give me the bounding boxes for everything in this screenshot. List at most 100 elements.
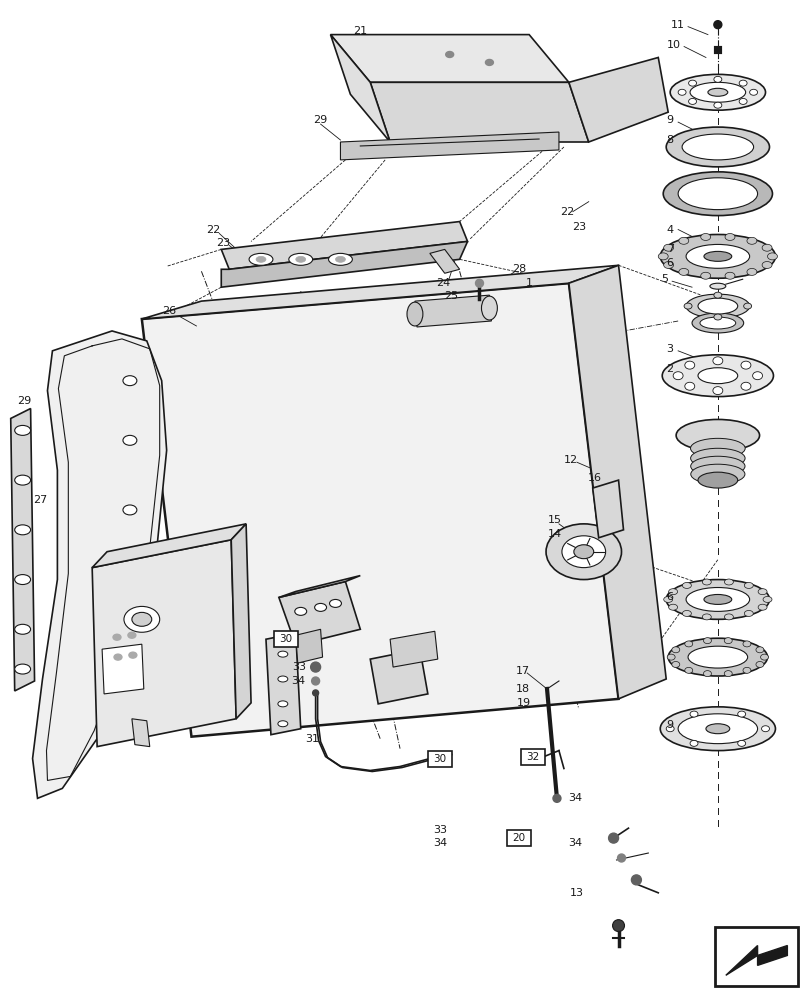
Ellipse shape	[658, 253, 667, 260]
Text: 17: 17	[516, 666, 530, 676]
Ellipse shape	[689, 740, 697, 746]
Text: 16: 16	[587, 473, 601, 483]
Text: 32: 32	[526, 752, 539, 762]
Text: 19: 19	[517, 698, 530, 708]
Polygon shape	[414, 295, 491, 327]
Text: 33: 33	[291, 662, 306, 672]
Text: 22: 22	[559, 207, 573, 217]
Polygon shape	[340, 132, 558, 160]
Ellipse shape	[277, 676, 287, 682]
FancyBboxPatch shape	[521, 749, 544, 765]
Text: 30: 30	[279, 634, 292, 644]
Polygon shape	[11, 409, 35, 691]
Ellipse shape	[700, 272, 710, 279]
Polygon shape	[592, 480, 623, 538]
Ellipse shape	[760, 654, 767, 660]
Text: 29: 29	[18, 396, 32, 406]
Polygon shape	[295, 629, 322, 663]
Ellipse shape	[277, 721, 287, 727]
Ellipse shape	[481, 296, 497, 320]
Ellipse shape	[713, 314, 721, 320]
Polygon shape	[569, 265, 665, 699]
Ellipse shape	[122, 644, 137, 654]
Ellipse shape	[684, 641, 692, 647]
Ellipse shape	[328, 253, 352, 265]
Polygon shape	[278, 576, 360, 597]
Ellipse shape	[691, 313, 743, 333]
Ellipse shape	[723, 614, 732, 620]
Ellipse shape	[687, 646, 747, 668]
Ellipse shape	[689, 82, 744, 102]
Ellipse shape	[672, 372, 682, 380]
Ellipse shape	[688, 80, 696, 86]
Ellipse shape	[663, 596, 672, 602]
Text: 23: 23	[216, 238, 230, 248]
Ellipse shape	[124, 606, 160, 632]
Ellipse shape	[742, 667, 750, 673]
Ellipse shape	[757, 604, 766, 610]
Text: 31: 31	[305, 734, 320, 744]
Ellipse shape	[671, 647, 679, 653]
Polygon shape	[389, 631, 437, 667]
Ellipse shape	[744, 610, 753, 616]
Polygon shape	[142, 283, 618, 737]
Ellipse shape	[761, 726, 769, 732]
Ellipse shape	[277, 701, 287, 707]
Ellipse shape	[707, 88, 727, 96]
Ellipse shape	[685, 294, 749, 318]
Ellipse shape	[738, 80, 746, 86]
Text: 8: 8	[666, 135, 673, 145]
Ellipse shape	[713, 76, 721, 82]
Ellipse shape	[667, 604, 676, 610]
Ellipse shape	[312, 690, 318, 696]
Ellipse shape	[665, 127, 769, 167]
Ellipse shape	[617, 854, 624, 862]
Ellipse shape	[685, 588, 749, 611]
Ellipse shape	[697, 298, 737, 314]
Ellipse shape	[663, 172, 771, 216]
Polygon shape	[569, 57, 667, 142]
Ellipse shape	[757, 589, 766, 595]
Ellipse shape	[712, 357, 722, 365]
Polygon shape	[131, 719, 149, 747]
Ellipse shape	[573, 545, 593, 559]
Ellipse shape	[15, 425, 31, 435]
Ellipse shape	[678, 268, 688, 275]
Ellipse shape	[755, 661, 763, 667]
Ellipse shape	[552, 794, 560, 802]
Ellipse shape	[329, 599, 341, 607]
Ellipse shape	[311, 662, 320, 672]
Polygon shape	[330, 35, 389, 142]
Ellipse shape	[667, 654, 674, 660]
Ellipse shape	[699, 317, 735, 329]
Ellipse shape	[659, 707, 775, 751]
Text: 23: 23	[571, 222, 586, 232]
Ellipse shape	[475, 279, 483, 287]
Ellipse shape	[295, 256, 305, 262]
Polygon shape	[32, 331, 166, 798]
Ellipse shape	[738, 98, 746, 104]
Text: 9: 9	[666, 720, 673, 730]
Text: 34: 34	[567, 838, 581, 848]
Polygon shape	[330, 35, 569, 82]
Ellipse shape	[15, 624, 31, 634]
Ellipse shape	[445, 52, 453, 57]
Ellipse shape	[713, 102, 721, 108]
Polygon shape	[221, 222, 467, 269]
Text: 13: 13	[569, 888, 583, 898]
Text: 34: 34	[291, 676, 306, 686]
Ellipse shape	[335, 256, 345, 262]
Ellipse shape	[684, 382, 694, 390]
Ellipse shape	[762, 596, 771, 602]
Ellipse shape	[561, 536, 605, 568]
Ellipse shape	[122, 505, 137, 515]
Ellipse shape	[688, 98, 696, 104]
Ellipse shape	[294, 607, 307, 615]
Ellipse shape	[702, 579, 710, 585]
Ellipse shape	[678, 237, 688, 244]
Ellipse shape	[406, 302, 423, 326]
Ellipse shape	[703, 251, 731, 261]
Ellipse shape	[122, 575, 137, 585]
Text: 3: 3	[666, 344, 673, 354]
Text: 11: 11	[671, 20, 684, 30]
